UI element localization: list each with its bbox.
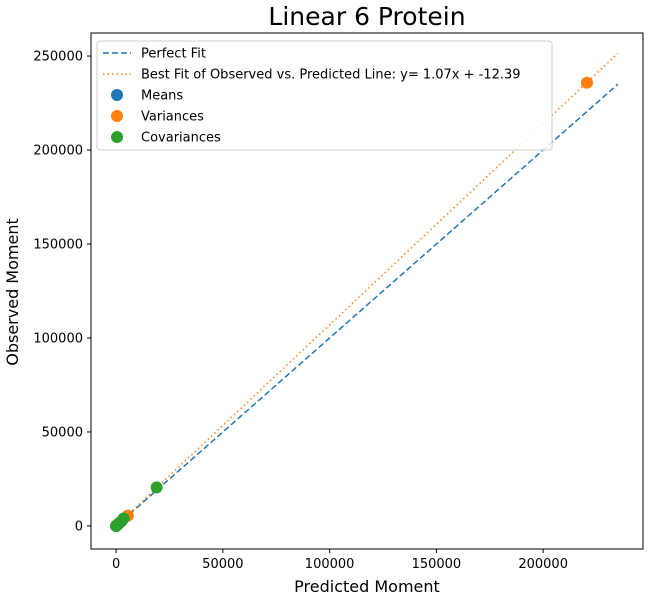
- x-tick-label: 0: [112, 557, 120, 572]
- y-tick-label: 100000: [33, 331, 83, 346]
- covariances-point: [150, 481, 163, 494]
- x-tick-label: 200000: [518, 557, 568, 572]
- variances-point: [580, 76, 593, 89]
- legend-label: Variances: [141, 110, 204, 125]
- axis-ticks: 0 50000 100000 150000 200000 0 50000 100000 1500…: [33, 50, 568, 572]
- y-axis-label: Observed Moment: [3, 218, 22, 366]
- y-tick-label: 150000: [33, 238, 83, 253]
- y-tick-label: 250000: [33, 50, 83, 65]
- x-tick-label: 100000: [305, 557, 355, 572]
- y-tick-label: 50000: [42, 425, 83, 440]
- axes-frame: [90, 32, 644, 550]
- covariances-point: [117, 512, 130, 525]
- legend-label: Perfect Fit: [141, 47, 206, 62]
- legend-label: Covariances: [141, 131, 221, 146]
- means-legend-marker: [111, 89, 123, 101]
- legend-box: [96, 40, 553, 151]
- chart-title: Linear 6 Protein: [268, 2, 465, 31]
- variances-legend-marker: [111, 110, 123, 122]
- perfect-fit-line: [115, 83, 619, 527]
- legend: Perfect Fit Best Fit of Observed vs. Pred…: [96, 40, 553, 151]
- x-tick-label: 50000: [202, 557, 243, 572]
- y-tick-label: 0: [75, 519, 83, 534]
- x-tick-label: 150000: [412, 557, 462, 572]
- covariances-legend-marker: [111, 131, 123, 143]
- legend-label: Best Fit of Observed vs. Predicted Line:…: [141, 68, 521, 83]
- plot-area: [110, 52, 619, 532]
- x-axis-label: Predicted Moment: [294, 577, 440, 596]
- legend-label: Means: [141, 89, 183, 104]
- y-tick-label: 200000: [33, 144, 83, 159]
